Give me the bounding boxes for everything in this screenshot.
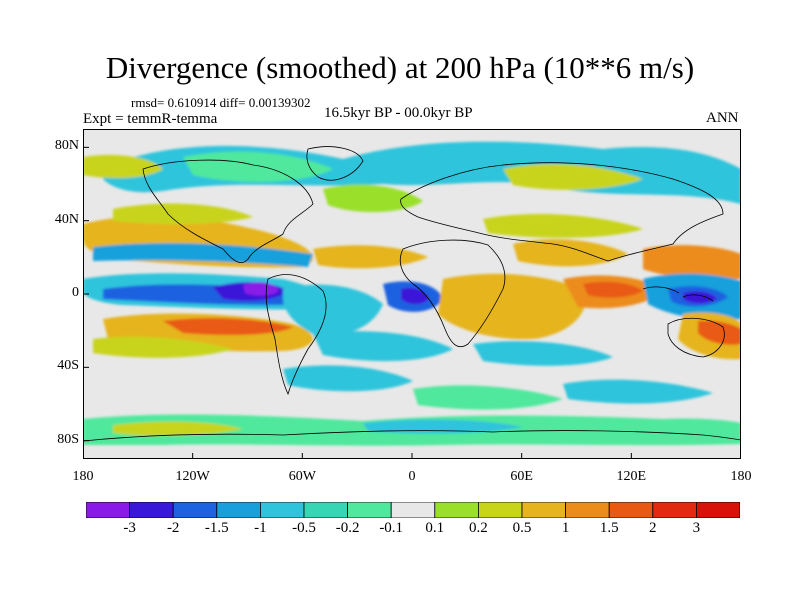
stats-text: rmsd= 0.610914 diff= 0.00139302	[131, 95, 311, 110]
coast-greenland	[306, 146, 364, 181]
arctic-green-patch	[183, 151, 333, 182]
colorbar-swatch	[259, 502, 305, 518]
coast-south-america	[265, 274, 327, 396]
colorbar-label: 2	[649, 520, 657, 536]
sepac-red	[163, 318, 293, 335]
colorbar-label: 0.2	[469, 520, 488, 536]
asia-yellow	[483, 214, 643, 238]
mc-deep	[683, 291, 717, 304]
colorbar-label: 0.5	[512, 520, 532, 536]
nepac-orange	[643, 245, 741, 280]
spac-yellow	[93, 336, 233, 358]
coast-indonesia	[642, 286, 714, 302]
arctic-yellow-patch	[83, 154, 163, 179]
colorbar-label: -2	[166, 520, 180, 536]
so-cyan-2	[563, 379, 713, 404]
samerica-cyan	[283, 284, 383, 336]
lon-label: 60W	[288, 469, 316, 484]
natl-orange	[313, 245, 428, 269]
siberia-yellow	[503, 164, 643, 190]
lon-label: 0	[408, 469, 416, 484]
colorbar-swatch	[86, 502, 130, 518]
colorbar-swatch	[390, 502, 436, 518]
lat-label: 80N	[54, 138, 79, 154]
asia-orange	[513, 239, 628, 267]
npac-yellow-2	[113, 203, 253, 225]
lat-label: 40S	[57, 358, 79, 374]
colorbar-label: -0.1	[379, 520, 404, 536]
lon-label: 180	[730, 469, 752, 484]
coast-eurasia	[400, 162, 724, 262]
satl-cyan	[313, 331, 453, 362]
colorbar-label: 1	[561, 520, 570, 536]
colorbar-swatch	[696, 502, 740, 518]
colorbar-swatch	[565, 502, 610, 518]
experiment-label: Expt = temmR-temma	[83, 111, 218, 127]
so-cyan-1	[283, 365, 413, 392]
period-label: 16.5kyr BP - 00.0kyr BP	[324, 105, 473, 121]
colorbar-label: 1.5	[599, 520, 619, 536]
colorbar-label: -1	[254, 520, 267, 536]
swpac-red	[698, 320, 741, 345]
lon-label: 120E	[616, 469, 647, 484]
coast-antarctica	[83, 430, 741, 442]
coast-africa	[399, 239, 506, 348]
colorbar-label: 3	[692, 520, 701, 536]
colorbar-label: -0.5	[292, 520, 316, 536]
colorbar-swatch	[216, 502, 261, 518]
lat-label: 40N	[54, 211, 79, 227]
colorbar-swatch	[608, 502, 654, 518]
colorbar-swatch	[477, 502, 523, 518]
antarctic-cyan	[363, 419, 523, 434]
antarctic-yellow	[113, 421, 243, 436]
coast-australia	[667, 317, 725, 358]
colorbar-label: 0.1	[425, 520, 445, 536]
colorbar-swatch	[652, 502, 697, 518]
colorbar-label: -1.5	[204, 520, 229, 536]
lat-label: 0	[72, 285, 79, 300]
colorbar-swatch	[521, 502, 566, 518]
coast-north-america	[142, 159, 314, 263]
lon-label: 180	[72, 469, 94, 484]
n-atlantic-yellow	[323, 184, 423, 213]
lat-label: 80S	[57, 431, 79, 447]
divergence-map	[83, 129, 741, 459]
season-label: ANN	[706, 110, 739, 126]
lon-label: 120W	[175, 469, 210, 484]
colorbar-label: -0.2	[335, 520, 360, 536]
indian-red	[583, 281, 643, 298]
map-title: Divergence (smoothed) at 200 hPa (10**6 …	[105, 50, 695, 85]
colorbar-swatch	[303, 502, 348, 518]
colorbar-swatch	[434, 502, 479, 518]
africa-orange	[438, 273, 586, 340]
colorbar-swatch	[172, 502, 218, 518]
lon-label: 60E	[510, 469, 533, 484]
colorbar	[86, 502, 740, 518]
s-indian-cyan	[473, 341, 613, 366]
colorbar-label: -3	[123, 520, 136, 536]
colorbar-swatch	[129, 502, 174, 518]
colorbar-swatch	[347, 502, 392, 518]
eq-pacific-purple	[243, 282, 279, 296]
so-green	[413, 385, 563, 410]
